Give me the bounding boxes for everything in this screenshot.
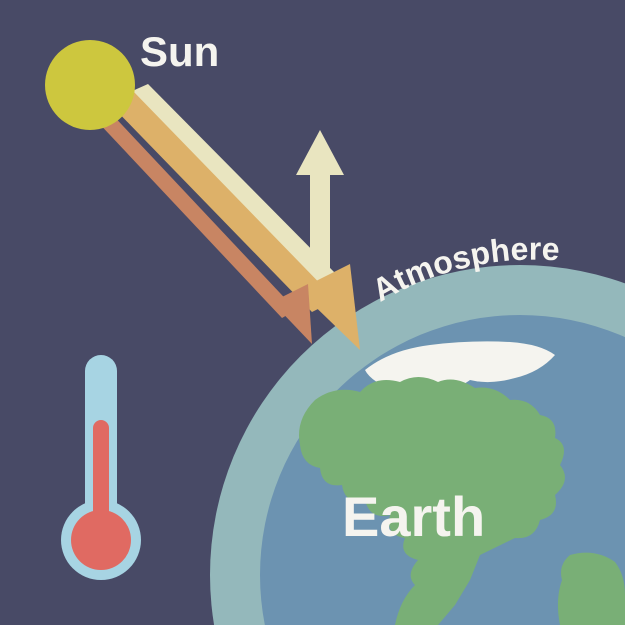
diagram-canvas: Atmosphere xyxy=(0,0,625,625)
sun-icon xyxy=(45,40,135,130)
diagram-svg: Atmosphere xyxy=(0,0,625,625)
sun-label: Sun xyxy=(140,28,219,76)
earth-label: Earth xyxy=(342,484,485,549)
land-mass-2 xyxy=(558,553,625,625)
